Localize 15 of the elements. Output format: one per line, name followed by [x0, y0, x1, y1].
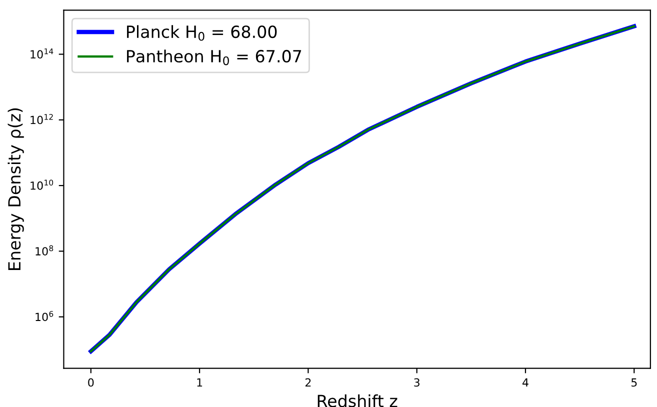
x-tick-label: 3	[414, 378, 420, 387]
x-tick-label: 5	[631, 378, 637, 387]
x-tick-label: 1	[197, 378, 202, 386]
x-tick-label: 4	[522, 378, 528, 386]
x-tick-label: 2	[305, 378, 311, 386]
legend-label: Planck H$_{0}$ = 68.00	[127, 25, 277, 41]
y-tick-label: 10$^{6}$	[36, 310, 54, 322]
y-axis-title: Energy Density ρ(z)	[8, 108, 24, 270]
y-tick-label: 10$^{12}$	[30, 114, 53, 124]
x-axis-title: Redshift z	[318, 394, 398, 407]
y-tick-label: 10$^{10}$	[30, 180, 54, 190]
x-tick-label: 0	[88, 378, 94, 387]
y-tick-label: 10$^{14}$	[30, 48, 54, 59]
y-tick-label: 10$^{8}$	[36, 245, 54, 256]
legend-label: Pantheon H$_{0}$ = 67.07	[127, 50, 302, 66]
